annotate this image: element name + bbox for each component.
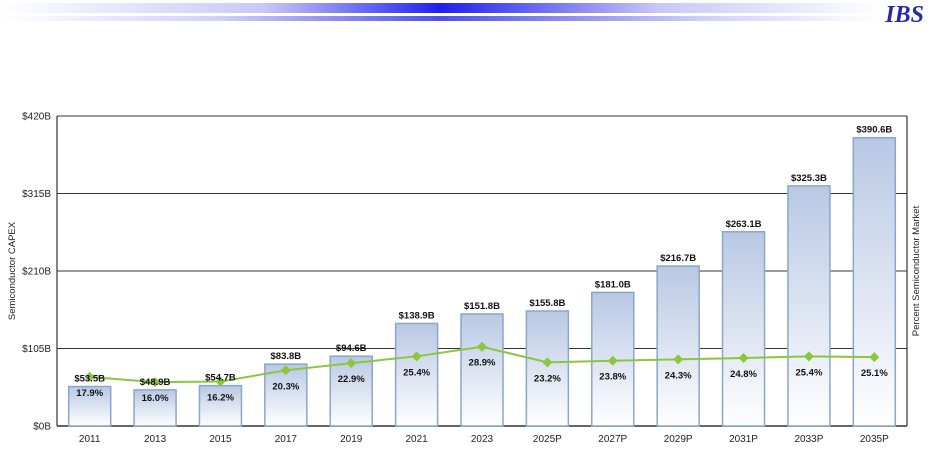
x-tick-label: 2011 <box>79 434 101 445</box>
percent-marker <box>84 371 95 382</box>
percent-marker <box>673 354 684 365</box>
percent-label: 24.8% <box>730 369 757 380</box>
y-tick-label: $0B <box>33 422 51 433</box>
percent-marker <box>738 352 749 363</box>
bar <box>133 389 177 427</box>
bar <box>787 185 831 427</box>
x-tick-label: 2023 <box>471 434 494 445</box>
x-tick-label: 2033P <box>794 434 823 445</box>
percent-label: 25.4% <box>795 367 822 378</box>
bar <box>394 322 439 427</box>
bar-value-label: $48.9B <box>140 377 171 388</box>
percent-label: 23.8% <box>599 372 626 383</box>
x-tick-label: 2029P <box>664 434 693 445</box>
percent-label: 22.9% <box>338 374 365 385</box>
bar-value-label: $390.6B <box>856 125 892 136</box>
bar <box>721 231 766 427</box>
bar <box>460 313 504 427</box>
percent-label: 16.0% <box>142 393 169 404</box>
bar-value-label: $181.0B <box>595 279 631 290</box>
y-tick-label: $210B <box>22 267 51 278</box>
percent-label: 20.3% <box>272 381 299 392</box>
x-tick-label: 2025P <box>533 434 562 445</box>
x-tick-label: 2015 <box>209 434 232 445</box>
bar-value-label: $138.9B <box>399 310 435 321</box>
y-tick-label: $420B <box>22 112 51 123</box>
header-band <box>0 3 880 13</box>
percent-marker <box>346 358 357 369</box>
percent-marker <box>215 376 226 387</box>
bar <box>852 136 897 427</box>
percent-marker <box>869 352 880 363</box>
percent-marker <box>803 351 814 362</box>
percent-label: 25.1% <box>861 368 888 379</box>
bar-value-label: $83.8B <box>271 351 302 362</box>
y-axis-label: Semiconductor CAPEX <box>7 221 18 320</box>
x-tick-label: 2021 <box>405 434 428 445</box>
y2-axis-label: Percent Semiconductor Market <box>911 205 922 336</box>
y-tick-label: $105B <box>22 344 51 355</box>
x-tick-label: 2027P <box>598 434 627 445</box>
bar-value-label: $155.8B <box>529 298 565 309</box>
percent-marker <box>607 355 618 366</box>
x-tick-label: 2031P <box>729 434 758 445</box>
x-tick-label: 2017 <box>275 434 298 445</box>
bar-value-label: $53.5B <box>74 374 105 385</box>
bar-value-label: $263.1B <box>726 219 762 230</box>
ibs-logo: IBS <box>885 2 924 28</box>
bar <box>67 385 112 427</box>
percent-label: 24.3% <box>665 370 692 381</box>
x-tick-label: 2019 <box>340 434 363 445</box>
percent-marker <box>150 377 161 388</box>
percent-label: 17.9% <box>76 388 103 399</box>
bar <box>525 310 570 427</box>
x-tick-label: 2013 <box>144 434 167 445</box>
percent-marker <box>411 351 422 362</box>
percent-label: 16.2% <box>207 393 234 404</box>
header-band-thin <box>0 16 880 21</box>
percent-label: 25.4% <box>403 367 430 378</box>
y-tick-label: $315B <box>22 189 51 200</box>
percent-label: 28.9% <box>469 358 496 369</box>
percent-marker <box>542 357 553 368</box>
percent-marker <box>477 341 487 352</box>
bar <box>656 265 700 427</box>
bar-value-label: $94.6B <box>336 343 367 354</box>
bar-value-label: $151.8B <box>464 301 500 312</box>
percent-marker <box>280 365 291 376</box>
bar-value-label: $54.7B <box>205 373 236 384</box>
percent-label: 23.2% <box>534 373 561 384</box>
bar-value-label: $216.7B <box>660 253 696 264</box>
x-tick-label: 2035P <box>860 434 889 445</box>
bar-value-label: $325.3B <box>791 173 827 184</box>
